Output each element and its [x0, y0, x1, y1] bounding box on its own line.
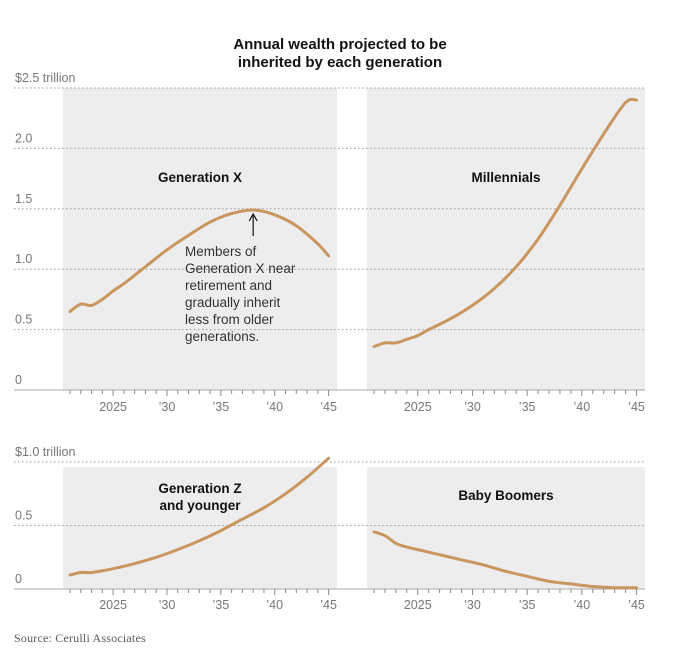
x-tick-label: ’30	[464, 598, 481, 612]
annotation-text-line: gradually inherit	[185, 295, 281, 310]
chart-title-line-2: inherited by each generation	[237, 54, 443, 71]
x-tick-label: ’30	[159, 400, 176, 414]
y-tick-label: 0	[15, 373, 22, 387]
panel-label: Generation X	[158, 170, 242, 185]
x-tick-label: ’40	[573, 400, 590, 414]
x-tick-label: 2025	[404, 400, 432, 414]
x-tick-label: ’45	[320, 400, 337, 414]
source-note: Source: Cerulli Associates	[14, 631, 146, 645]
panel-label: Millennials	[471, 170, 540, 185]
annotation-arrow-head	[248, 212, 258, 222]
x-tick-label: ’40	[266, 598, 283, 612]
y-tick-label: 0.5	[15, 509, 32, 523]
x-tick-label: ’30	[159, 598, 176, 612]
y-tick-label: $1.0 trillion	[15, 445, 75, 459]
x-tick-label: ’40	[266, 400, 283, 414]
panel-label: Generation Z	[158, 481, 241, 496]
x-tick-label: ’40	[573, 598, 590, 612]
annotation-text-line: retirement and	[185, 278, 272, 293]
series-line-generation-z	[68, 456, 331, 577]
panel-label: Baby Boomers	[458, 488, 553, 503]
annotation-text-line: Generation X near	[185, 261, 296, 276]
series-line-generation-x	[68, 208, 331, 313]
y-tick-label: 0.5	[15, 313, 32, 327]
x-tick-label: ’35	[213, 598, 230, 612]
panel-background-1	[63, 88, 337, 390]
x-tick-label: ’45	[628, 598, 645, 612]
x-tick-label: 2025	[99, 598, 127, 612]
x-tick-label: ’35	[519, 400, 536, 414]
x-tick-label: ’30	[464, 400, 481, 414]
annotation-text-line: generations.	[185, 329, 259, 344]
x-tick-label: ’35	[519, 598, 536, 612]
x-tick-label: 2025	[99, 400, 127, 414]
chart-title-line-1: Annual wealth projected to be	[233, 36, 447, 53]
series-line-baby-boomers	[372, 530, 638, 590]
y-tick-label: $2.5 trillion	[15, 71, 75, 85]
annotation-text-line: less from older	[185, 312, 274, 327]
panel-label: and younger	[159, 498, 241, 513]
y-tick-label: 2.0	[15, 131, 32, 145]
panel-background-2	[367, 88, 645, 390]
y-tick-label: 0	[15, 572, 22, 586]
y-tick-label: 1.5	[15, 192, 32, 206]
x-tick-label: 2025	[404, 598, 432, 612]
y-tick-label: 1.0	[15, 252, 32, 266]
annotation-text-line: Members of	[185, 244, 257, 259]
x-tick-label: ’45	[628, 400, 645, 414]
series-line-millennials	[372, 97, 638, 348]
x-tick-label: ’45	[320, 598, 337, 612]
x-tick-label: ’35	[213, 400, 230, 414]
panel-background-4	[367, 467, 645, 589]
